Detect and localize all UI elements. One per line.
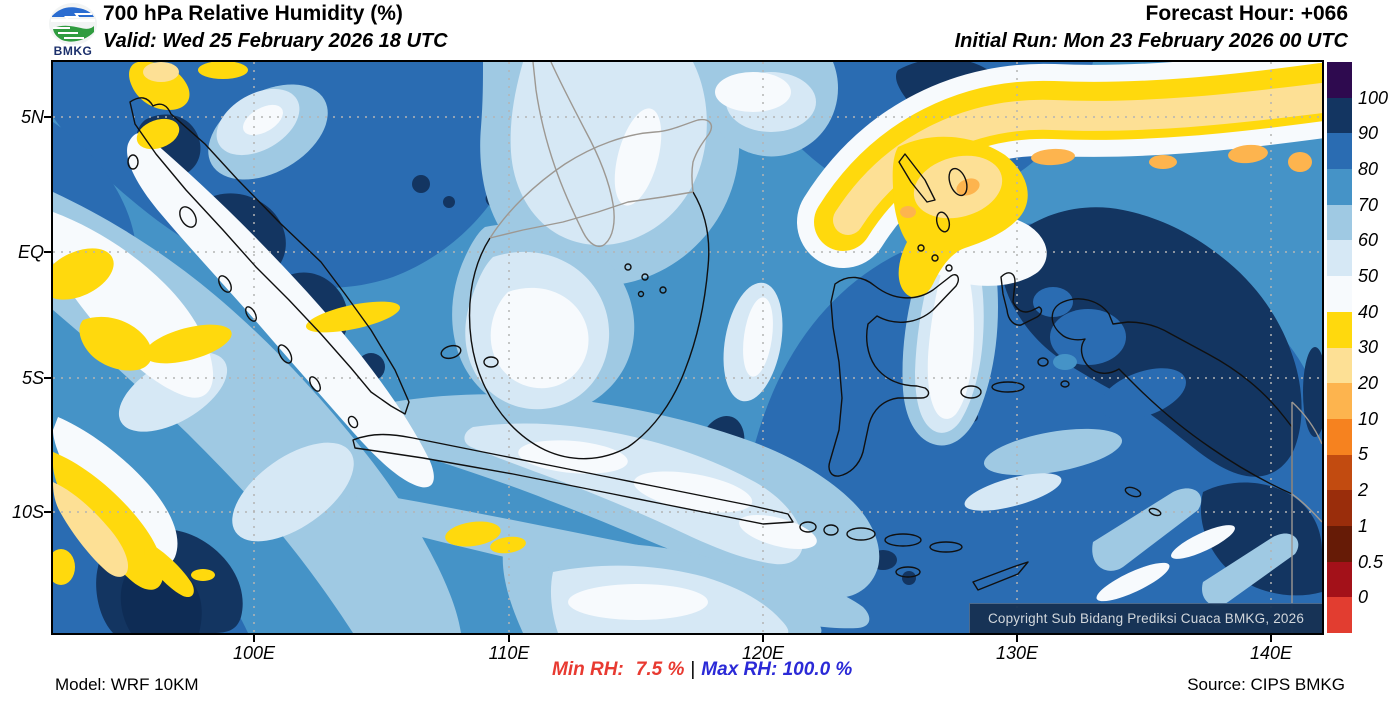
colorbar-label: 60 (1358, 230, 1379, 250)
colorbar-segment (1327, 133, 1352, 170)
bmkg-logo-text: BMKG (53, 44, 93, 58)
x-tick-mark (762, 634, 764, 642)
colorbar-segment (1327, 597, 1352, 633)
x-axis-label-130e: 130E (995, 643, 1039, 663)
colorbar-segment (1327, 418, 1352, 455)
min-max-rh: Min RH: 7.5 % | Max RH: 100.0 % (552, 659, 852, 681)
colorbar-label: 10 (1358, 409, 1379, 429)
colorbar-segment (1327, 169, 1352, 205)
colorbar-segment (1327, 383, 1352, 419)
y-tick-mark (44, 116, 52, 118)
colorbar-label: 20 (1358, 373, 1379, 393)
source-info: Source: CIPS BMKG (1187, 675, 1345, 694)
humidity-field-layer (53, 62, 1322, 633)
y-tick-mark (44, 251, 52, 253)
colorbar-segment (1327, 311, 1352, 348)
initial-run: Initial Run: Mon 23 February 2026 00 UTC (954, 30, 1348, 52)
minmax-separator: | (690, 659, 696, 680)
x-tick-mark (508, 634, 510, 642)
min-rh-value: 7.5 % (635, 659, 685, 680)
y-axis-label-5s: 5S (21, 368, 44, 388)
model-info: Model: WRF 10KM (55, 675, 199, 694)
x-axis-label-110e: 110E (488, 643, 530, 663)
colorbar-segment (1327, 240, 1352, 277)
forecast-hour: Forecast Hour: +066 (1145, 2, 1349, 25)
colorbar-label: 5 (1358, 444, 1369, 464)
copyright-notice: Copyright Sub Bidang Prediksi Cuaca BMKG… (969, 603, 1322, 633)
y-axis-label-5n: 5N (20, 107, 44, 127)
x-tick-mark (1016, 634, 1018, 642)
colorbar-segment (1327, 525, 1352, 562)
colorbar-label: 1 (1358, 516, 1369, 536)
colorbar-label: 30 (1358, 337, 1379, 357)
colorbar-segment (1327, 561, 1352, 598)
colorbar-label: 90 (1358, 123, 1379, 143)
colorbar-label: 0 (1358, 587, 1369, 607)
x-tick-mark (1270, 634, 1272, 642)
humidity-map (53, 62, 1322, 633)
y-tick-mark (44, 511, 52, 513)
colorbar-segment (1327, 62, 1352, 98)
colorbar-label: 80 (1358, 159, 1379, 179)
colorbar-segment (1327, 347, 1352, 384)
page-title: 700 hPa Relative Humidity (%) (103, 2, 403, 25)
colorbar (1327, 62, 1352, 633)
x-axis-label-100e: 100E (232, 643, 276, 663)
y-axis-label-eq: EQ (17, 242, 44, 262)
y-axis-label-10s: 10S (11, 502, 44, 522)
colorbar-label: 50 (1358, 266, 1379, 286)
colorbar-label: 0.5 (1358, 552, 1384, 572)
colorbar-segment (1327, 204, 1352, 241)
colorbar-label: 100 (1358, 88, 1389, 108)
y-tick-mark (44, 377, 52, 379)
x-axis-label-120e: 120E (741, 643, 785, 663)
x-tick-mark (253, 634, 255, 642)
bmkg-logo-icon (49, 3, 97, 45)
foreign-borders-layer (489, 62, 1322, 633)
colorbar-segment (1327, 276, 1352, 312)
map-frame: Copyright Sub Bidang Prediksi Cuaca BMKG… (51, 60, 1324, 635)
bmkg-logo: BMKG (44, 2, 102, 59)
coastlines-layer (127, 97, 1293, 591)
min-rh-label: Min RH: (552, 659, 624, 680)
max-rh-label: Max RH: (701, 659, 778, 680)
valid-time: Valid: Wed 25 February 2026 18 UTC (103, 30, 448, 52)
x-axis-label-140e: 140E (1249, 643, 1293, 663)
colorbar-segment (1327, 490, 1352, 526)
grid-layer (53, 62, 1322, 633)
colorbar-segment (1327, 454, 1352, 491)
max-rh-value: 100.0 % (782, 659, 853, 680)
colorbar-segment (1327, 97, 1352, 134)
colorbar-label: 70 (1358, 195, 1379, 215)
colorbar-label: 40 (1358, 302, 1379, 322)
colorbar-label: 2 (1358, 480, 1369, 500)
